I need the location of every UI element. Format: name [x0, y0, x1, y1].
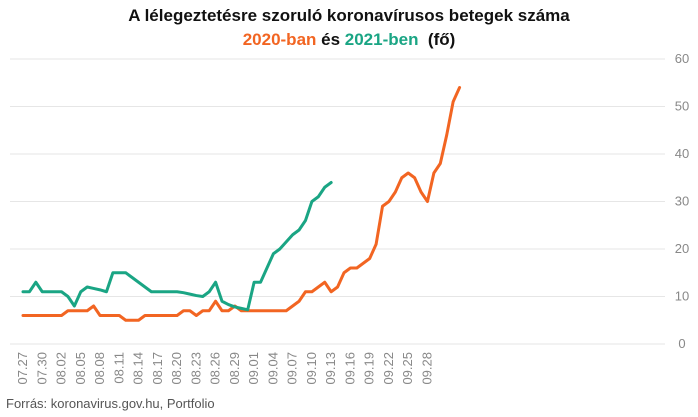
- title-and-text: és: [316, 30, 345, 49]
- y-tick-label: 30: [675, 194, 689, 209]
- y-axis-ticks: 0 10 20 30 40 50 60: [675, 51, 689, 351]
- source-note: Forrás: koronavirus.gov.hu, Portfolio: [6, 396, 215, 411]
- x-tick-label: 08.11: [111, 352, 126, 384]
- title-2020-label: 2020-ban: [242, 30, 317, 49]
- chart-title-line1: A lélegeztetésre szoruló koronavírusos b…: [128, 6, 570, 25]
- x-tick-label: 09.25: [400, 352, 415, 385]
- series-lines: [21, 86, 462, 322]
- x-tick-label: 08.20: [169, 352, 184, 385]
- title-2021-label: 2021-ben: [344, 30, 419, 49]
- x-tick-label: 08.26: [208, 352, 223, 385]
- grid-lines: [10, 58, 665, 345]
- chart-title-line2: 2020-ban és 2021-ben (fő): [0, 28, 698, 52]
- x-tick-label: 09.28: [419, 352, 434, 385]
- x-tick-label: 09.16: [342, 352, 357, 385]
- x-tick-label: 08.05: [73, 352, 88, 385]
- x-tick-label: 08.23: [188, 352, 203, 385]
- x-tick-label: 08.14: [131, 352, 146, 385]
- x-tick-label: 09.22: [381, 352, 396, 385]
- x-tick-label: 09.07: [285, 352, 300, 385]
- x-tick-label: 09.04: [265, 352, 280, 385]
- x-tick-label: 08.17: [150, 352, 165, 385]
- x-tick-label: 08.02: [54, 352, 69, 385]
- y-tick-label: 10: [675, 289, 689, 304]
- title-unit-text: (fő): [418, 30, 456, 49]
- x-tick-label: 09.01: [246, 352, 261, 385]
- x-tick-label: 07.27: [15, 352, 30, 385]
- x-tick-label: 09.10: [304, 352, 319, 385]
- x-axis-ticks: 07.27 07.30 08.02 08.05 08.08 08.11 08.14 08.17…: [15, 352, 434, 385]
- x-tick-label: 07.30: [34, 352, 49, 385]
- x-tick-label: 09.19: [362, 352, 377, 385]
- series-line-2020: [21, 86, 462, 322]
- y-tick-label: 0: [678, 336, 685, 351]
- y-tick-label: 60: [675, 51, 689, 66]
- x-tick-label: 09.13: [323, 352, 338, 385]
- y-tick-label: 40: [675, 146, 689, 161]
- x-tick-label: 08.29: [227, 352, 242, 385]
- series-line-2021: [21, 181, 333, 312]
- y-tick-label: 50: [675, 99, 689, 114]
- x-tick-label: 08.08: [92, 352, 107, 385]
- y-tick-label: 20: [675, 241, 689, 256]
- chart-title: A lélegeztetésre szoruló koronavírusos b…: [0, 4, 698, 52]
